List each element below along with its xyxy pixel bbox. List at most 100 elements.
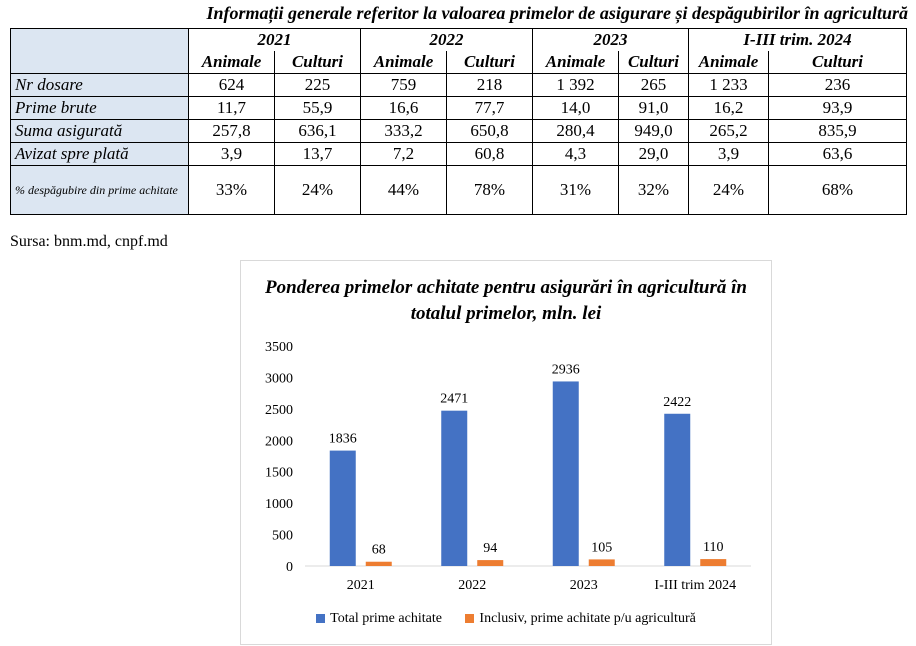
table-corner-cell bbox=[10, 28, 189, 51]
table-cell: 14,0 bbox=[532, 96, 619, 120]
table-subheader: Animale bbox=[188, 51, 275, 74]
legend-swatch bbox=[465, 614, 475, 624]
y-tick-label: 2500 bbox=[265, 403, 293, 418]
table-subheader: Animale bbox=[532, 51, 619, 74]
table-cell: 11,7 bbox=[188, 96, 275, 120]
table-cell: 31% bbox=[532, 165, 619, 215]
chart-legend: Total prime achitate Inclusiv, prime ach… bbox=[241, 611, 771, 627]
table-cell: 55,9 bbox=[274, 96, 361, 120]
row-label: Prime brute bbox=[10, 96, 189, 120]
data-label: 2471 bbox=[440, 392, 468, 407]
data-label: 2936 bbox=[552, 362, 580, 377]
table-cell: 949,0 bbox=[618, 119, 689, 143]
table-year-header: 2022 bbox=[360, 28, 533, 51]
table-subheader-row: Animale Culturi Animale Culturi Animale … bbox=[10, 51, 908, 74]
data-label: 110 bbox=[703, 540, 723, 555]
x-tick-label: 2021 bbox=[347, 578, 375, 593]
chart-card: Ponderea primelor achitate pentru asigur… bbox=[240, 260, 772, 645]
y-tick-label: 1000 bbox=[265, 497, 293, 512]
premium-table: 2021 2022 2023 I-III trim. 2024 Animale … bbox=[10, 28, 908, 215]
chart-title: Ponderea primelor achitate pentru asigur… bbox=[265, 277, 747, 324]
bar bbox=[700, 559, 727, 566]
data-label: 1836 bbox=[329, 432, 357, 447]
table-year-header: 2021 bbox=[188, 28, 361, 51]
table-year-header-row: 2021 2022 2023 I-III trim. 2024 bbox=[10, 28, 908, 51]
table-subheader: Culturi bbox=[274, 51, 361, 74]
table-subheader: Animale bbox=[360, 51, 447, 74]
legend-label: Inclusiv, prime achitate p/u agricultură bbox=[479, 611, 696, 626]
row-label: Nr dosare bbox=[10, 73, 189, 97]
y-tick-label: 2000 bbox=[265, 434, 293, 449]
table-cell: 78% bbox=[446, 165, 533, 215]
data-label: 94 bbox=[483, 541, 497, 556]
legend-item: Inclusiv, prime achitate p/u agricultură bbox=[465, 611, 696, 627]
table-cell: 218 bbox=[446, 73, 533, 97]
data-label: 105 bbox=[591, 540, 612, 555]
table-cell: 4,3 bbox=[532, 142, 619, 166]
table-cell: 77,7 bbox=[446, 96, 533, 120]
table-cell: 60,8 bbox=[446, 142, 533, 166]
table-cell: 280,4 bbox=[532, 119, 619, 143]
legend-item: Total prime achitate bbox=[316, 611, 442, 627]
y-tick-label: 500 bbox=[272, 529, 293, 544]
legend-swatch bbox=[316, 614, 326, 624]
bar bbox=[588, 559, 615, 566]
table-cell: 93,9 bbox=[767, 96, 908, 120]
bar bbox=[552, 381, 579, 566]
table-cell: 33% bbox=[188, 165, 275, 215]
table-cell: 3,9 bbox=[188, 142, 275, 166]
table-row: Prime brute 11,7 55,9 16,6 77,7 14,0 91,… bbox=[10, 96, 908, 120]
table-cell: 44% bbox=[360, 165, 447, 215]
legend-label: Total prime achitate bbox=[330, 611, 442, 626]
y-tick-label: 1500 bbox=[265, 466, 293, 481]
bar bbox=[477, 560, 504, 566]
table-subheader: Animale bbox=[688, 51, 769, 74]
y-tick-label: 3500 bbox=[265, 340, 293, 355]
table-row: Nr dosare 624 225 759 218 1 392 265 1 23… bbox=[10, 73, 908, 97]
table-cell: 1 392 bbox=[532, 73, 619, 97]
x-tick-label: 2022 bbox=[458, 578, 486, 593]
row-label: % despăgubire din prime achitate bbox=[10, 165, 189, 215]
table-cell: 1 233 bbox=[688, 73, 769, 97]
table-cell: 24% bbox=[274, 165, 361, 215]
y-tick-label: 0 bbox=[286, 560, 293, 575]
row-label: Avizat spre plată bbox=[10, 142, 189, 166]
table-row: Avizat spre plată 3,9 13,7 7,2 60,8 4,3 … bbox=[10, 142, 908, 166]
bar bbox=[365, 561, 392, 566]
table-subheader: Culturi bbox=[618, 51, 689, 74]
table-cell: 7,2 bbox=[360, 142, 447, 166]
table-cell: 3,9 bbox=[688, 142, 769, 166]
document-title: Informații generale referitor la valoare… bbox=[206, 3, 908, 23]
table-cell: 257,8 bbox=[188, 119, 275, 143]
table-corner-cell bbox=[10, 51, 189, 74]
bar bbox=[441, 410, 468, 566]
table-cell: 236 bbox=[767, 73, 908, 97]
bar bbox=[664, 413, 691, 566]
table-cell: 333,2 bbox=[360, 119, 447, 143]
table-cell: 650,8 bbox=[446, 119, 533, 143]
bar bbox=[329, 450, 356, 566]
table-cell: 24% bbox=[688, 165, 769, 215]
table-cell: 265,2 bbox=[688, 119, 769, 143]
data-label: 2422 bbox=[663, 395, 691, 410]
table-cell: 225 bbox=[274, 73, 361, 97]
x-tick-label: I-III trim 2024 bbox=[654, 578, 736, 593]
data-label: 68 bbox=[372, 543, 386, 558]
table-cell: 16,6 bbox=[360, 96, 447, 120]
table-cell: 636,1 bbox=[274, 119, 361, 143]
table-cell: 265 bbox=[618, 73, 689, 97]
table-row: Suma asigurată 257,8 636,1 333,2 650,8 2… bbox=[10, 119, 908, 143]
table-row: % despăgubire din prime achitate 33% 24%… bbox=[10, 165, 908, 215]
table-cell: 63,6 bbox=[767, 142, 908, 166]
table-cell: 624 bbox=[188, 73, 275, 97]
table-cell: 68% bbox=[767, 165, 908, 215]
x-tick-label: 2023 bbox=[570, 578, 598, 593]
table-cell: 16,2 bbox=[688, 96, 769, 120]
table-cell: 835,9 bbox=[767, 119, 908, 143]
y-tick-label: 3000 bbox=[265, 371, 293, 386]
table-subheader: Culturi bbox=[768, 51, 908, 74]
table-subheader: Culturi bbox=[446, 51, 533, 74]
bar-chart: 0 500 1000 1500 2000 2500 3000 3500 1836 68 2021 24… bbox=[265, 340, 751, 593]
table-cell: 32% bbox=[618, 165, 689, 215]
table-year-header: I-III trim. 2024 bbox=[687, 28, 908, 51]
